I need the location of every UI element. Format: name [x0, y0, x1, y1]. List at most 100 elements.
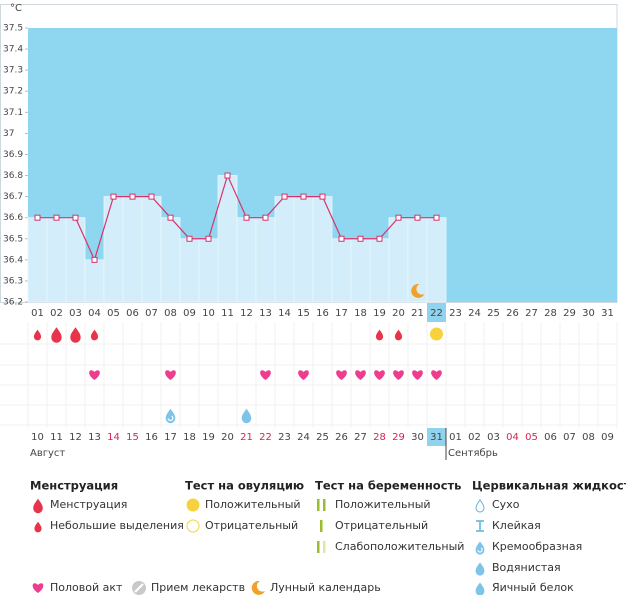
legend-item: Кремообразная — [492, 540, 582, 553]
legend-cervical-icon-swirl — [477, 547, 483, 553]
legend-item: Небольшие выделения — [50, 519, 184, 532]
legend-title: Тест на беременность — [315, 479, 461, 493]
date-label: 16 — [145, 432, 158, 443]
menstruation-icon — [51, 327, 62, 343]
day-label: 23 — [449, 308, 462, 319]
day-label: 09 — [183, 308, 196, 319]
day-label: 19 — [373, 308, 386, 319]
y-tick-label: 36.2 — [3, 298, 23, 308]
temperature-point — [224, 172, 231, 179]
date-label: 31 — [430, 432, 443, 443]
date-label: 22 — [259, 432, 272, 443]
light-bleeding-icon-shape — [33, 329, 42, 341]
temperature-point — [300, 193, 307, 200]
date-label: 20 — [221, 432, 234, 443]
date-label: 10 — [31, 432, 44, 443]
y-tick-label: 36.5 — [3, 234, 23, 244]
temperature-column — [122, 196, 143, 303]
day-label: 04 — [88, 308, 101, 319]
moon-icon — [411, 283, 425, 298]
date-label: 18 — [183, 432, 196, 443]
date-label: 30 — [411, 432, 424, 443]
day-label: 18 — [354, 308, 367, 319]
day-label: 13 — [259, 308, 272, 319]
temperature-column — [65, 217, 86, 303]
date-label: 27 — [354, 432, 367, 443]
temperature-point — [262, 214, 269, 221]
month-label: Сентябрь — [448, 448, 498, 459]
legend-cervical-icon — [475, 582, 485, 595]
intercourse-icon — [165, 370, 176, 380]
day-label: 07 — [145, 308, 158, 319]
y-tick-label: 37.2 — [3, 87, 23, 97]
temperature-point — [243, 214, 250, 221]
temperature-column — [274, 196, 295, 303]
light-bleeding-icon-shape — [375, 329, 384, 341]
legend-item: Слабоположительный — [335, 540, 464, 553]
date-label: 23 — [278, 432, 291, 443]
date-label: 06 — [544, 432, 557, 443]
day-label: 31 — [601, 308, 614, 319]
light-bleeding-icon-shape — [394, 329, 403, 341]
temperature-point — [129, 193, 136, 200]
legend-item: Положительный — [205, 498, 301, 511]
menstruation-icon-shape — [70, 327, 81, 343]
day-label: 15 — [297, 308, 310, 319]
date-label: 24 — [297, 432, 310, 443]
day-label: 27 — [525, 308, 538, 319]
temperature-point — [72, 214, 79, 221]
legend-item: Яичный белок — [492, 581, 574, 594]
temperature-column — [160, 217, 181, 303]
temperature-column — [331, 238, 352, 303]
temperature-point — [338, 235, 345, 242]
legend-moon-icon — [251, 580, 265, 595]
unit-label: °C — [10, 3, 22, 14]
temperature-point — [186, 235, 193, 242]
legend-drop-icon-shape — [33, 498, 43, 514]
temperature-point — [376, 235, 383, 242]
temperature-column — [198, 238, 219, 303]
legend-title: Цервикальная жидкость — [472, 479, 626, 493]
light-bleeding-icon-shape — [90, 329, 99, 341]
temperature-point — [205, 235, 212, 242]
temperature-column — [141, 196, 162, 303]
legend-cervical-icon-shape — [475, 499, 485, 513]
y-tick-label: 36.4 — [3, 255, 23, 265]
temperature-column — [293, 196, 314, 303]
y-tick-label: 36.6 — [3, 213, 23, 223]
date-label: 14 — [107, 432, 120, 443]
date-label: 01 — [449, 432, 462, 443]
day-label: 03 — [69, 308, 82, 319]
temperature-point — [395, 214, 402, 221]
today-box — [427, 303, 446, 322]
legend-cervical-icon-shape — [475, 582, 485, 595]
date-label: 12 — [69, 432, 82, 443]
day-label: 06 — [126, 308, 139, 319]
light-bleeding-icon — [394, 329, 403, 341]
cervical-creamy-icon-swirl — [167, 415, 174, 422]
day-label: 28 — [544, 308, 557, 319]
today-date-box — [427, 428, 446, 446]
temperature-point — [281, 193, 288, 200]
legend-heart-icon — [32, 583, 44, 593]
temperature-column — [46, 217, 67, 303]
temperature-point — [319, 193, 326, 200]
legend-drop-icon — [33, 498, 43, 514]
date-label: 04 — [506, 432, 519, 443]
temperature-column — [369, 238, 390, 303]
light-bleeding-icon — [375, 329, 384, 341]
temperature-column — [388, 217, 409, 303]
date-label: 25 — [316, 432, 329, 443]
date-label: 28 — [373, 432, 386, 443]
temperature-column — [103, 196, 124, 303]
legend-cervical-icon — [475, 541, 485, 555]
day-label: 16 — [316, 308, 329, 319]
day-label: 11 — [221, 308, 234, 319]
date-label: 11 — [50, 432, 63, 443]
legend-drop-icon-shape — [34, 521, 42, 533]
legend-item: Отрицательный — [335, 519, 428, 532]
legend-title: Менструация — [30, 479, 118, 493]
legend-test-icon — [317, 499, 320, 511]
date-label: 02 — [468, 432, 481, 443]
